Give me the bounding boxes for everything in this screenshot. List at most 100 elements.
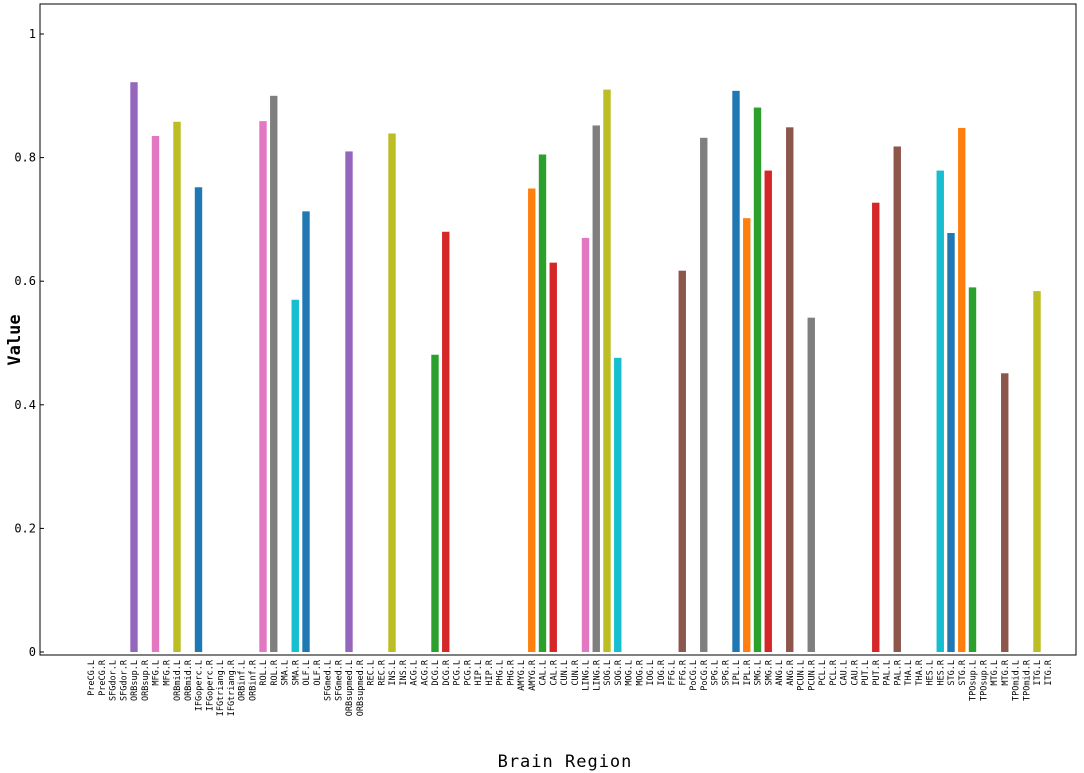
x-tick-label: SFGdor.R [119, 659, 129, 701]
x-tick-label: HIP.L [474, 660, 484, 686]
x-tick-label: ROL.R [270, 659, 280, 685]
y-tick-label: 1 [29, 27, 36, 41]
bar [872, 202, 880, 652]
x-tick-label: ORBinf.R [248, 659, 258, 701]
bar [173, 121, 181, 652]
x-tick-label: CAU.R [850, 659, 860, 685]
x-tick-label: ANG.R [786, 659, 796, 685]
x-tick-label: PAL.R [893, 659, 903, 685]
y-tick-label: 0.4 [14, 398, 36, 412]
x-tick-label: OLF.R [313, 659, 323, 685]
bar [893, 146, 901, 653]
x-tick-label: PHG.R [506, 659, 516, 685]
x-tick-label: MFG.R [162, 659, 172, 685]
bar [936, 170, 944, 652]
x-tick-label: PreCG.R [98, 659, 108, 696]
x-tick-label: PreCG.L [87, 660, 97, 696]
x-tick-label: SMA.L [281, 660, 291, 686]
x-tick-label: HES.L [926, 660, 936, 686]
bar [807, 317, 815, 652]
bar [592, 125, 600, 652]
x-tick-label: STG.L [947, 660, 957, 686]
x-tick-label: REC.R [377, 659, 387, 685]
x-tick-label: SPG.R [721, 659, 731, 685]
bar [678, 270, 686, 652]
x-tick-label: AMYG.L [517, 660, 527, 691]
x-tick-label: MTG.R [1001, 659, 1011, 685]
bar [538, 154, 547, 652]
bar [270, 95, 278, 653]
x-tick-label: TPOmid.R [1022, 659, 1032, 701]
x-tick-label: FFG.L [668, 660, 678, 686]
y-axis-ticks: 0 0.2 0.4 0.6 0.8 1 [14, 27, 44, 659]
x-tick-label: SOG.R [614, 659, 624, 685]
x-tick-label: LING.L [582, 660, 592, 691]
x-tick-label: ORBmid.R [184, 659, 194, 701]
x-tick-label: THA.L [904, 660, 914, 686]
x-tick-label: PCUN.L [797, 660, 807, 691]
bar [442, 231, 450, 652]
x-tick-label: OLF.L [302, 660, 312, 686]
x-tick-label: DCG.L [431, 660, 441, 686]
bar [1033, 291, 1041, 652]
x-tick-label: MFG.L [152, 660, 162, 686]
x-tick-label: SMA.R [291, 659, 301, 685]
x-tick-label: IOG.L [646, 660, 656, 686]
x-tick-label: CUN.R [571, 659, 581, 685]
bar [345, 151, 353, 653]
x-tick-label: HIP.R [485, 659, 495, 685]
x-tick-label: PoCG.R [700, 659, 710, 691]
x-tick-label: SFGdor.L [109, 660, 119, 701]
x-tick-label: PCL.R [829, 659, 839, 685]
x-tick-label: TPOsup.L [969, 660, 979, 701]
x-tick-label: IFGtriang.R [227, 659, 237, 716]
y-tick-label: 0 [29, 645, 36, 659]
bar [968, 287, 977, 652]
x-tick-label: SMG.R [764, 659, 774, 685]
bar [753, 107, 762, 653]
bar [302, 211, 310, 652]
x-tick-label: SFGmed.R [334, 659, 344, 701]
x-tick-label: PUT.L [861, 660, 871, 686]
x-tick-label: PAL.L [883, 660, 893, 686]
bar [947, 233, 955, 652]
x-tick-label: IOG.R [657, 659, 667, 685]
x-tick-label: ACG.R [420, 659, 430, 685]
x-tick-label: PUT.R [872, 659, 882, 685]
x-tick-label: PCG.R [463, 659, 473, 685]
x-tick-label: ORBsupmed.R [356, 659, 366, 716]
bar [291, 299, 299, 652]
x-tick-label: TPOmid.L [1012, 660, 1022, 701]
bar [581, 237, 590, 652]
x-tick-label: SPG.L [711, 660, 721, 686]
y-axis-title: Value [5, 314, 25, 365]
x-tick-label: SFGmed.L [324, 660, 334, 701]
x-tick-label: INS.L [388, 660, 398, 686]
x-tick-label: ROL.L [259, 660, 269, 686]
bar [151, 135, 160, 653]
bar [732, 90, 740, 653]
bar [388, 133, 396, 652]
x-tick-label: PHG.L [496, 660, 506, 686]
bar [528, 188, 536, 652]
x-tick-label: IFGoperc.R [205, 659, 215, 711]
y-tick-label: 0.2 [14, 521, 36, 535]
x-tick-label: ORBsup.L [130, 660, 140, 701]
x-tick-label: ORBmid.L [173, 660, 183, 701]
bar [431, 354, 439, 652]
bar [130, 82, 138, 652]
bars-group [130, 82, 1041, 653]
y-tick-label: 0.6 [14, 274, 36, 288]
x-tick-label: THA.R [915, 659, 925, 685]
x-tick-label: ACG.L [410, 660, 420, 686]
bar [194, 187, 203, 652]
x-tick-label: REC.L [367, 660, 377, 686]
plot-area-frame [39, 3, 1077, 656]
x-tick-label: DCG.R [442, 659, 452, 685]
x-tick-label: IPL.R [743, 659, 753, 685]
x-tick-label: STG.R [958, 659, 968, 685]
x-tick-label: PCL.L [818, 660, 828, 686]
bar [259, 121, 267, 652]
bar [764, 170, 772, 652]
